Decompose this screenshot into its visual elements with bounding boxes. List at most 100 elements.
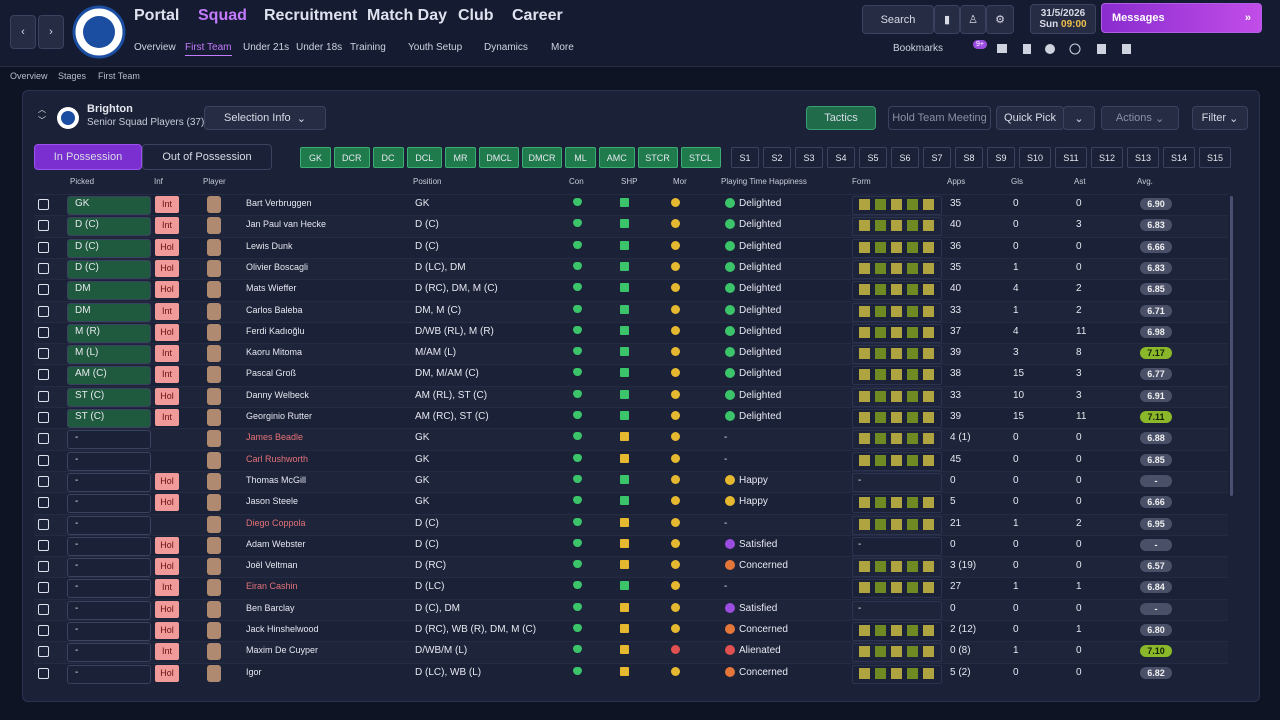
checkbox[interactable] xyxy=(38,454,49,466)
picked-dropdown[interactable] xyxy=(67,558,151,578)
player-name[interactable]: Mats Wieffer xyxy=(246,283,297,294)
checkbox[interactable] xyxy=(38,625,49,636)
picked-dropdown[interactable] xyxy=(67,217,151,237)
checkbox[interactable] xyxy=(38,390,49,402)
sub-button[interactable]: S6 xyxy=(891,147,919,168)
tactics-button[interactable]: Tactics xyxy=(806,106,876,130)
player-name[interactable]: Danny Welbeck xyxy=(246,389,309,400)
player-name[interactable]: Pascal Groß xyxy=(246,368,297,379)
checkbox[interactable] xyxy=(38,539,49,551)
checkbox[interactable] xyxy=(38,326,49,338)
checkbox[interactable] xyxy=(38,646,49,658)
menu-item[interactable]: Match Day xyxy=(367,7,448,24)
picked-dropdown[interactable] xyxy=(67,494,151,514)
picked-dropdown[interactable] xyxy=(67,366,151,386)
player-name[interactable]: Igor xyxy=(246,666,262,677)
sub-button[interactable]: S5 xyxy=(859,147,887,168)
checkbox[interactable] xyxy=(38,241,49,253)
player-name[interactable]: Bart Verbruggen xyxy=(246,198,312,208)
picked-dropdown[interactable] xyxy=(67,600,151,620)
submenu-item[interactable]: Youth Setup xyxy=(408,42,463,53)
submenu-item[interactable]: More xyxy=(551,42,574,53)
quick-pick-menu[interactable]: ⌄ xyxy=(1063,106,1095,130)
column-header[interactable]: Apps xyxy=(947,177,966,186)
column-header[interactable]: Inf xyxy=(154,177,163,186)
menu-item[interactable]: Club xyxy=(458,7,494,24)
sub-button[interactable]: S2 xyxy=(763,147,791,168)
picked-dropdown[interactable] xyxy=(67,536,151,556)
quick-pick-button[interactable]: Quick Pick xyxy=(996,106,1064,130)
column-header[interactable]: Avg. xyxy=(1137,177,1153,186)
player-name[interactable]: Adam Webster xyxy=(246,538,306,549)
checkbox[interactable] xyxy=(38,262,49,274)
actions-button[interactable]: Actions ⌄ xyxy=(1101,106,1179,130)
picked-dropdown[interactable] xyxy=(67,472,151,492)
search-button[interactable]: Search xyxy=(862,5,934,34)
player-name[interactable]: Georginio Rutter xyxy=(246,411,313,421)
submenu-item[interactable]: Overview xyxy=(134,42,176,53)
picked-dropdown[interactable] xyxy=(67,515,151,535)
picked-dropdown[interactable] xyxy=(67,622,151,641)
menu-item[interactable]: Recruitment xyxy=(264,7,358,24)
position-button[interactable]: STCL xyxy=(680,147,721,168)
breadcrumb-item[interactable]: First Team xyxy=(98,71,140,81)
bookmarks[interactable]: Bookmarks xyxy=(893,43,944,54)
checkbox[interactable] xyxy=(38,199,49,210)
breadcrumb-item[interactable]: Stages xyxy=(58,71,87,81)
player-name[interactable]: Jack Hinshelwood xyxy=(246,624,319,634)
column-header[interactable]: Con xyxy=(569,177,584,186)
position-button[interactable]: MR xyxy=(445,147,476,168)
sub-button[interactable]: S11 xyxy=(1055,147,1087,168)
selection-info-button[interactable]: Selection Info ⌄ xyxy=(204,106,326,130)
checkbox[interactable] xyxy=(38,433,49,445)
sub-button[interactable]: S4 xyxy=(827,147,855,168)
player-name[interactable]: Carlos Baleba xyxy=(246,304,303,315)
player-name[interactable]: Maxim De Cuyper xyxy=(246,645,319,656)
checkbox[interactable] xyxy=(38,348,49,360)
sub-button[interactable]: S14 xyxy=(1163,147,1195,168)
player-name[interactable]: Carl Rushworth xyxy=(246,453,309,464)
icon-button[interactable]: ♙ xyxy=(960,5,986,34)
forward-button[interactable]: › xyxy=(38,15,64,49)
column-header[interactable]: Ast xyxy=(1074,177,1086,186)
column-header[interactable]: Mor xyxy=(673,177,687,186)
position-button[interactable]: STCR xyxy=(637,147,678,168)
position-button[interactable]: DMCR xyxy=(522,147,562,168)
picked-dropdown[interactable] xyxy=(67,323,151,343)
picked-dropdown[interactable] xyxy=(67,238,151,258)
player-name[interactable]: Jan Paul van Hecke xyxy=(246,219,327,230)
picked-dropdown[interactable] xyxy=(67,387,151,407)
settings-button[interactable]: ⚙ xyxy=(986,5,1014,34)
player-name[interactable]: Diego Coppola xyxy=(246,517,306,528)
picked-dropdown[interactable] xyxy=(67,259,151,279)
sub-button[interactable]: S9 xyxy=(987,147,1015,168)
player-name[interactable]: Ferdi Kadıoğlu xyxy=(246,325,305,336)
sub-button[interactable]: S12 xyxy=(1091,147,1123,168)
player-name[interactable]: Thomas McGill xyxy=(246,474,307,485)
sub-button[interactable]: S7 xyxy=(923,147,951,168)
column-header[interactable]: Player xyxy=(203,177,226,186)
column-header[interactable]: Picked xyxy=(70,177,95,186)
checkbox[interactable] xyxy=(38,518,49,530)
player-name[interactable]: Olivier Boscagli xyxy=(246,261,309,272)
player-name[interactable]: Lewis Dunk xyxy=(246,240,293,251)
picked-dropdown[interactable] xyxy=(67,281,151,301)
collapse-arrows[interactable]: ︿ ﹀ xyxy=(38,105,46,125)
submenu-item[interactable]: First Team xyxy=(185,42,232,56)
menu-item[interactable]: Career xyxy=(512,7,563,24)
picked-dropdown[interactable] xyxy=(67,302,151,322)
icon-button[interactable]: ▮ xyxy=(934,5,960,34)
picked-dropdown[interactable] xyxy=(67,196,151,215)
submenu-item[interactable]: Under 18s xyxy=(296,42,343,53)
player-name[interactable]: Eiran Cashin xyxy=(246,581,298,592)
submenu-item[interactable]: Dynamics xyxy=(484,42,528,53)
player-name[interactable]: Kaoru Mitoma xyxy=(246,347,303,358)
team-meeting-button[interactable]: Hold Team Meeting xyxy=(888,106,991,130)
position-button[interactable]: GK xyxy=(300,147,331,168)
column-header[interactable]: Playing Time Happiness xyxy=(721,177,807,186)
picked-dropdown[interactable] xyxy=(67,579,151,599)
position-button[interactable]: AMC xyxy=(599,147,635,168)
sub-button[interactable]: S10 xyxy=(1019,147,1051,168)
checkbox[interactable] xyxy=(38,582,49,594)
submenu-item[interactable]: Under 21s xyxy=(243,42,290,53)
